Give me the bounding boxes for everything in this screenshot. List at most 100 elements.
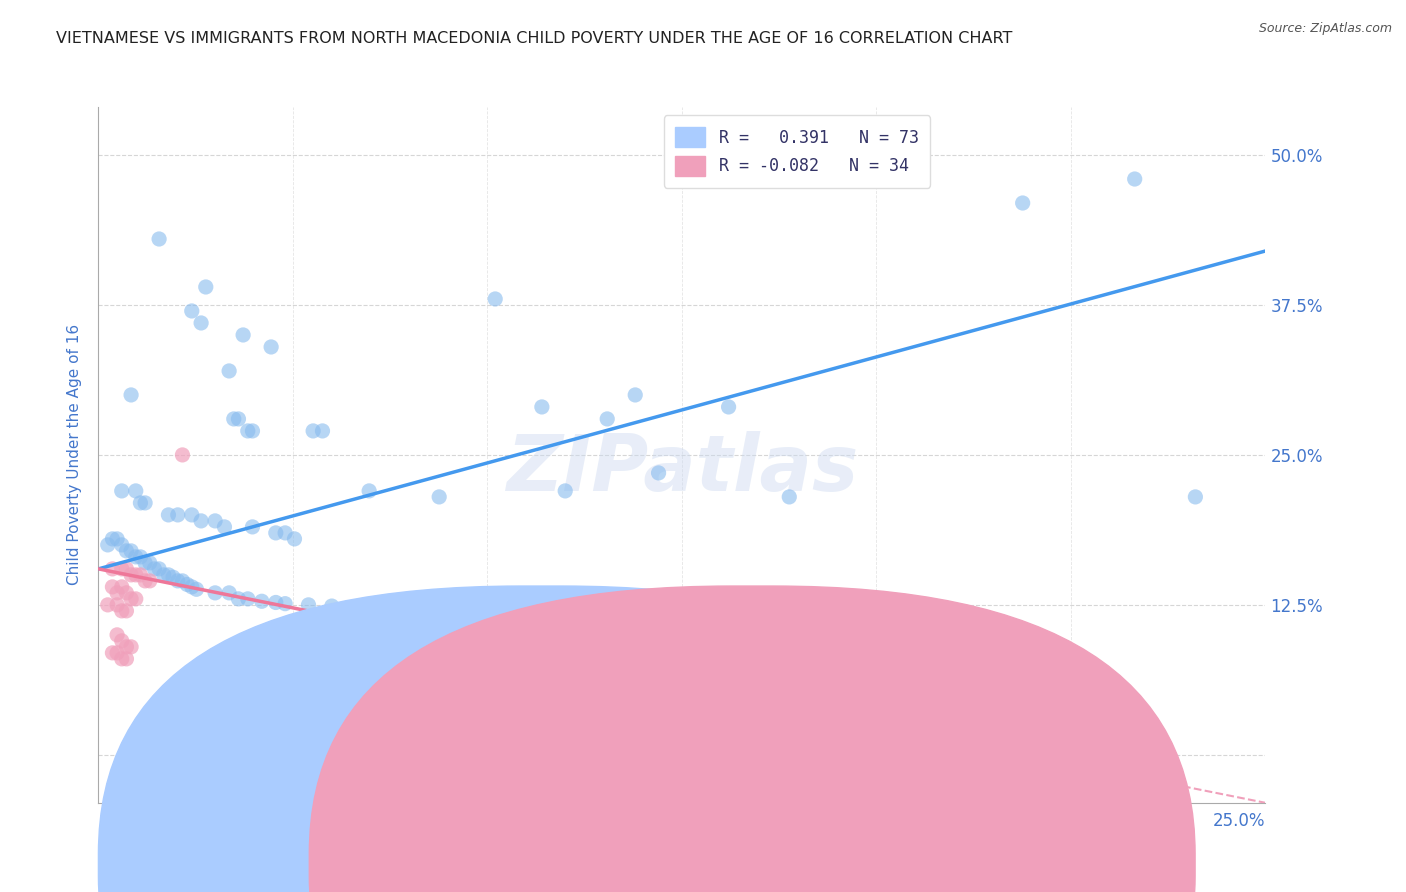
Point (97, 598, 120, 612)
Point (125, 549, 148, 564)
Point (180, 580, 202, 594)
Point (162, 712, 184, 726)
Point (162, 688, 184, 702)
Point (105, 532, 128, 546)
Point (115, 604, 138, 618)
Point (1184, 490, 1206, 504)
Text: Vietnamese: Vietnamese (583, 855, 673, 870)
Text: 0.0%: 0.0% (98, 813, 141, 830)
Point (115, 586, 138, 600)
Point (134, 496, 156, 510)
Point (111, 580, 134, 594)
Point (120, 640, 142, 654)
Point (236, 591, 259, 606)
Point (120, 388, 142, 402)
Point (194, 280, 217, 294)
Point (111, 483, 134, 498)
Point (172, 736, 194, 750)
Point (152, 567, 174, 582)
Point (120, 591, 142, 606)
Point (624, 388, 647, 402)
Point (125, 483, 148, 498)
Point (190, 316, 212, 330)
Point (111, 562, 134, 576)
Point (143, 562, 166, 576)
Point (129, 496, 152, 510)
Point (101, 580, 124, 594)
Point (148, 562, 170, 576)
Point (172, 574, 194, 588)
Point (367, 601, 389, 615)
Point (228, 591, 250, 606)
Point (264, 595, 287, 609)
Point (101, 646, 124, 660)
Point (250, 594, 273, 608)
Point (166, 508, 188, 522)
Point (148, 232, 170, 246)
Point (105, 586, 128, 600)
Point (139, 556, 162, 570)
Point (1123, 172, 1146, 186)
Y-axis label: Child Poverty Under the Age of 16: Child Poverty Under the Age of 16 (67, 325, 83, 585)
Point (1011, 196, 1033, 211)
Point (162, 570, 184, 584)
Point (111, 633, 134, 648)
Point (125, 567, 148, 582)
Point (391, 602, 413, 616)
Point (427, 490, 450, 504)
Point (120, 567, 142, 582)
Point (157, 567, 180, 582)
Point (105, 646, 128, 660)
Point (204, 514, 226, 528)
Point (105, 628, 128, 642)
Point (647, 466, 669, 480)
Point (214, 520, 236, 534)
Point (283, 532, 305, 546)
Point (554, 483, 576, 498)
Point (190, 514, 212, 528)
Point (115, 544, 138, 558)
Point (129, 567, 152, 582)
Point (105, 598, 128, 612)
Text: Immigrants from North Macedonia: Immigrants from North Macedonia (780, 855, 1043, 870)
Point (176, 577, 198, 591)
Point (344, 600, 367, 615)
Point (172, 688, 194, 702)
Point (111, 652, 134, 666)
Point (260, 340, 283, 354)
Point (120, 544, 142, 558)
Point (778, 490, 800, 504)
Point (162, 736, 184, 750)
Point (97, 538, 120, 552)
Point (222, 412, 245, 426)
Point (186, 582, 208, 597)
Point (596, 412, 619, 426)
Text: VIETNAMESE VS IMMIGRANTS FROM NORTH MACEDONIA CHILD POVERTY UNDER THE AGE OF 16 : VIETNAMESE VS IMMIGRANTS FROM NORTH MACE… (56, 31, 1012, 46)
Legend: R =   0.391   N = 73, R = -0.082   N = 34: R = 0.391 N = 73, R = -0.082 N = 34 (664, 115, 931, 187)
Point (134, 574, 156, 588)
Text: 25.0%: 25.0% (1213, 813, 1265, 830)
Point (274, 597, 297, 611)
Point (717, 400, 740, 414)
Point (157, 508, 180, 522)
Point (232, 328, 254, 343)
Point (242, 520, 264, 534)
Point (115, 640, 138, 654)
Point (484, 292, 506, 306)
Point (115, 652, 138, 666)
Point (180, 508, 202, 522)
Point (302, 424, 325, 438)
Point (218, 586, 240, 600)
Point (115, 562, 138, 576)
Point (139, 574, 162, 588)
Point (359, 483, 381, 498)
Point (204, 586, 226, 600)
Point (101, 532, 124, 546)
Point (172, 448, 194, 462)
Point (228, 412, 250, 426)
Point (242, 424, 264, 438)
Point (297, 598, 319, 612)
Point (134, 556, 156, 570)
Point (311, 424, 333, 438)
Point (129, 549, 152, 564)
